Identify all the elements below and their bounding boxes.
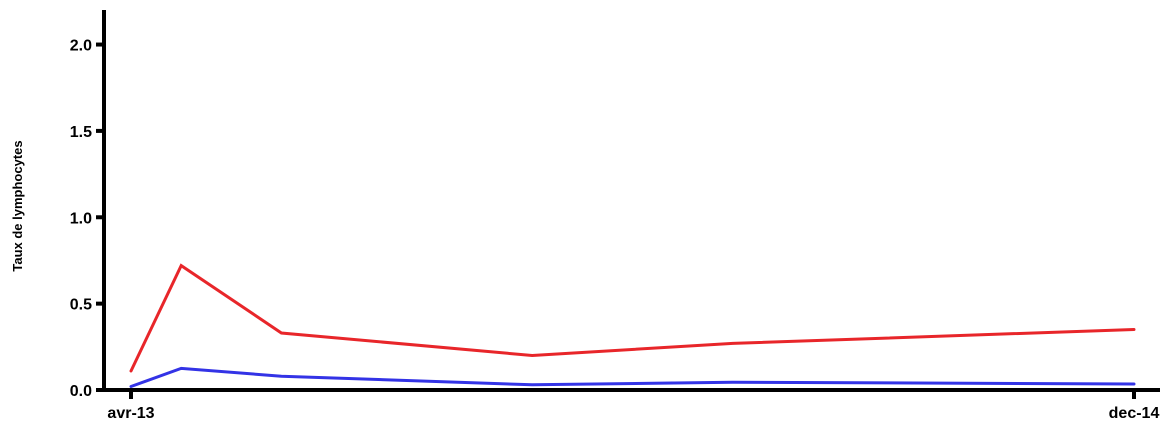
y-axis-title: Taux de lymphocytes [10, 140, 25, 271]
x-axis: avr-13 dec-14 [102, 388, 1160, 422]
series-line-1 [129, 263, 1136, 373]
y-tick-label: 0.5 [70, 297, 92, 314]
x-ticks: avr-13 dec-14 [107, 390, 1159, 422]
y-tick-label: 1.5 [70, 124, 92, 141]
series-line-2 [129, 366, 1136, 388]
y-tick-label: 0.0 [70, 383, 92, 400]
x-tick-label: dec-14 [1109, 405, 1160, 422]
x-tick-label: avr-13 [107, 405, 154, 422]
y-tick-label: 2.0 [70, 38, 92, 55]
y-tick-label: 1.0 [70, 210, 92, 227]
y-axis: 0.0 0.5 1.0 1.5 2.0 [70, 10, 106, 400]
series-layer [129, 263, 1136, 388]
y-ticks: 0.0 0.5 1.0 1.5 2.0 [70, 38, 104, 400]
